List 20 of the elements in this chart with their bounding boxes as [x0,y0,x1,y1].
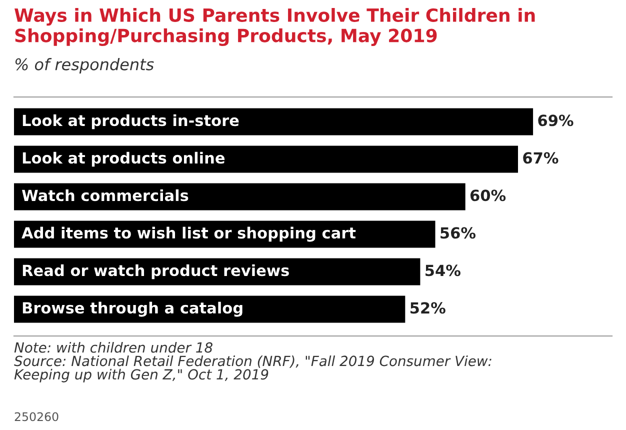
y-tick-label: Add items to wish list or shopping cart [22,226,356,242]
bar [14,296,406,323]
y-tick-label: Watch commercials [22,189,188,202]
text: Note: with children under 18 Source: National Retail Federation (NRF), "Fall 2019 Consumer View: Keeping up with Gen Z," Oct 1, 2019 [14,342,492,382]
data-label: 56% [440,227,476,239]
y-tick-label: Look at products online [22,152,225,167]
chart-title: Ways in Which US Parents Involve Their Children in Shopping/Purchasing Products, May 2019 [14,8,535,46]
text: 250260 [14,412,58,422]
y-tick-label: Look at products in-store [22,114,239,130]
chart-subtitle: % of respondents [15,58,154,74]
data-label: 60% [470,190,506,202]
bar [14,146,518,173]
y-tick-label: Read or watch product reviews [22,264,289,280]
data-label: 69% [538,114,574,126]
bar [14,108,534,136]
y-tick-label: Browse through a catalog [22,302,242,317]
data-label: 67% [523,152,558,164]
data-label: 54% [426,264,460,276]
bar [14,183,466,210]
data-label: 52% [410,302,446,314]
